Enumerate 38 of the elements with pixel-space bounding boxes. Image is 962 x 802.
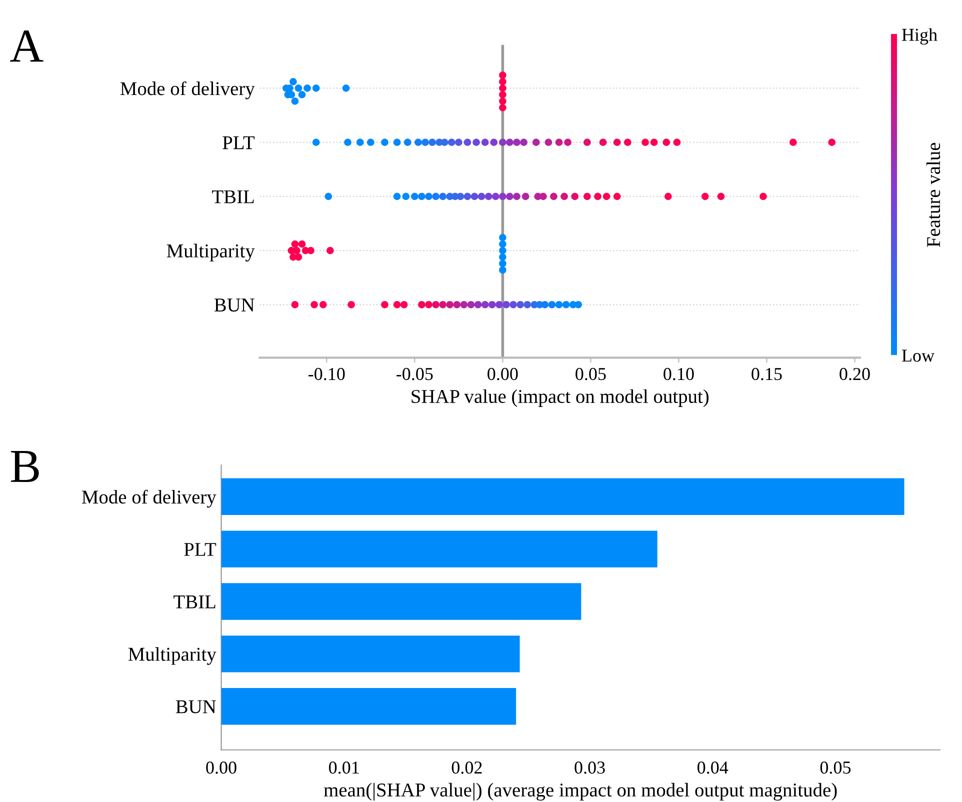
y-tick-label: PLT (222, 136, 255, 150)
y-tick-label: TBIL (212, 190, 254, 204)
y-tick-label: PLT (184, 543, 216, 556)
y-tick-label: BUN (214, 298, 254, 312)
point (673, 138, 681, 146)
x-tick-label: 0.05 (576, 368, 606, 380)
y-tick-label: TBIL (174, 596, 216, 608)
x-tick-label: 0.03 (574, 762, 605, 774)
x-tick-label: 0.15 (752, 368, 782, 380)
x-tick-label: 0.05 (820, 762, 851, 774)
chart-title: B (10, 450, 39, 482)
x-axis-title: SHAP value (impact on model output) (412, 389, 709, 407)
x-tick-label: 0.04 (698, 762, 728, 774)
bar (221, 478, 904, 515)
x-tick-label: -0.10 (308, 368, 345, 380)
x-tick-label: 0.10 (664, 368, 694, 380)
y-tick-label: Mode of delivery (82, 490, 216, 508)
x-tick-label: 0.20 (840, 368, 870, 380)
y-tick-label: Multiparity (166, 244, 255, 262)
color-bar-label: Low (902, 350, 934, 362)
x-tick-label: 0.00 (488, 368, 518, 380)
y-tick-label: Mode of delivery (120, 81, 255, 100)
x-tick-label: 0.02 (452, 762, 482, 774)
bar (221, 636, 520, 672)
y-tick-label: BUN (176, 700, 216, 714)
x-tick-label: 0.00 (206, 762, 236, 774)
bar (221, 688, 516, 725)
x-axis-title: mean(|SHAP value|) (average impact on model output magnitude) (324, 782, 837, 801)
point (789, 138, 797, 146)
chart-title: A (10, 30, 44, 62)
x-tick-label: -0.05 (396, 368, 433, 380)
point (828, 138, 836, 146)
color-bar-label: High (902, 28, 938, 45)
x-tick-label: 0.01 (328, 762, 359, 774)
bar (221, 583, 582, 620)
y-tick-label: Multiparity (128, 647, 216, 665)
color-bar-title: Feature value (926, 142, 940, 247)
bar (221, 530, 658, 568)
